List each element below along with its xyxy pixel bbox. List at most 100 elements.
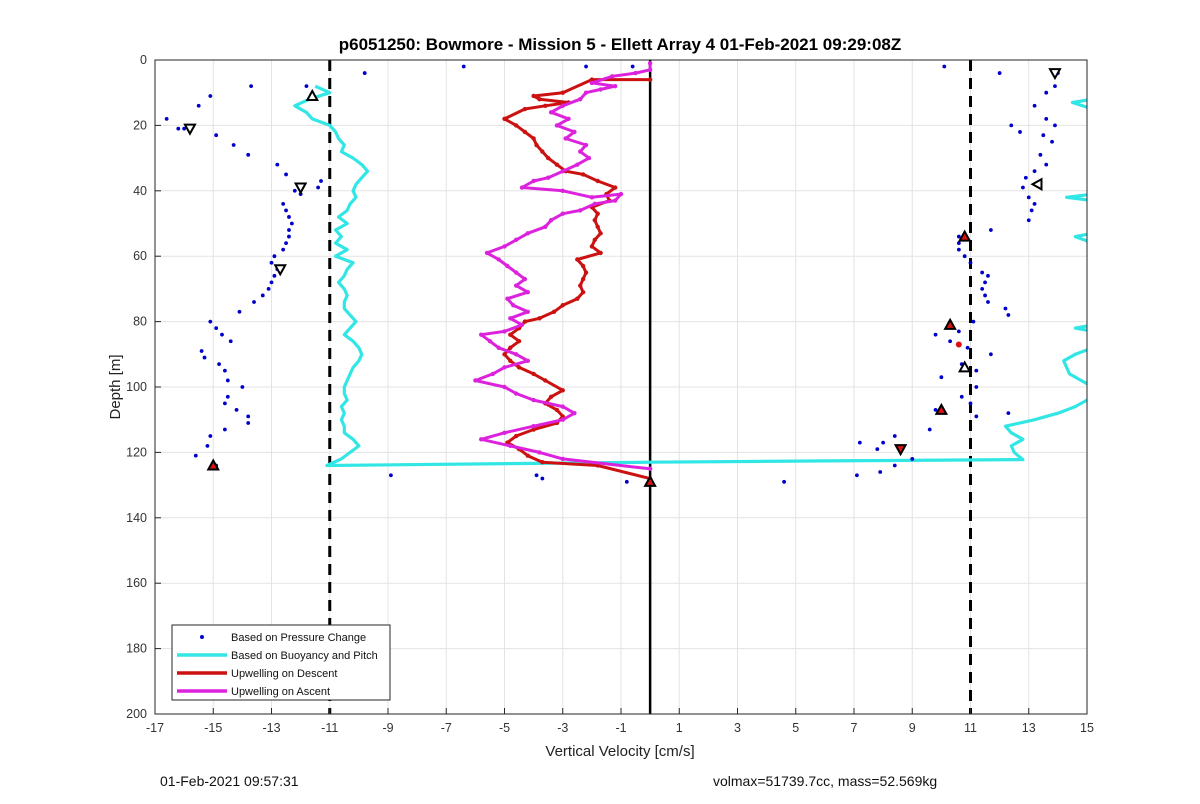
ascent-point — [589, 195, 595, 200]
descent-point — [534, 142, 539, 148]
pressure-change-point — [182, 126, 187, 131]
pressure-change-point — [284, 172, 288, 177]
ascent-point — [575, 162, 580, 167]
pressure-change-point — [986, 273, 990, 278]
pressure-change-point — [881, 440, 886, 445]
pressure-change-point — [461, 64, 466, 69]
pressure-change-point — [630, 64, 635, 69]
pressure-change-point — [971, 319, 976, 324]
pressure-change-point — [1021, 185, 1025, 190]
pressure-change-point — [892, 434, 897, 438]
pressure-change-point — [284, 241, 288, 246]
pressure-change-point — [965, 345, 970, 350]
pressure-change-point — [956, 247, 961, 252]
pressure-change-point — [855, 473, 859, 478]
ascent-point — [554, 123, 560, 128]
y-tick-label: 80 — [133, 315, 147, 329]
pressure-change-point — [362, 71, 367, 75]
descent-point — [545, 155, 551, 161]
pressure-change-point — [927, 427, 932, 432]
series-layer — [164, 61, 1087, 484]
ascent-point — [545, 175, 551, 180]
ascent-point — [647, 466, 653, 471]
pressure-change-point — [1023, 175, 1028, 180]
pressure-change-point — [974, 385, 979, 389]
legend-label: Upwelling on Descent — [231, 668, 337, 680]
pressure-change-point — [214, 133, 219, 138]
descent-point — [548, 394, 554, 400]
pressure-change-point — [205, 443, 210, 448]
x-tick-label: -3 — [557, 721, 568, 735]
red-down-triangle-marker — [893, 444, 908, 457]
up-triangle-marker — [957, 360, 972, 373]
ascent-point — [519, 185, 525, 190]
ascent-point — [618, 191, 624, 197]
descent-point — [522, 106, 528, 112]
ascent-point — [592, 201, 597, 207]
pressure-change-point — [1018, 130, 1022, 134]
buoyancy-pitch-line — [1064, 193, 1087, 202]
ascent-point — [490, 371, 496, 377]
descent-point — [537, 316, 542, 321]
pressure-change-point — [782, 479, 786, 484]
red-up-triangle-marker — [643, 474, 657, 487]
ascent-point — [502, 365, 507, 370]
pressure-change-point — [980, 287, 985, 291]
legend-box — [171, 624, 391, 701]
pressure-change-point — [287, 215, 291, 219]
ascent-point — [502, 430, 507, 435]
pressure-change-point — [962, 254, 967, 259]
descent-point — [580, 289, 586, 295]
pressure-change-point — [225, 394, 230, 399]
pressure-change-point — [1044, 90, 1049, 95]
pressure-change-point — [287, 228, 291, 232]
y-tick-label: 20 — [133, 118, 147, 132]
descent-point — [516, 339, 522, 344]
footer-volmax-mass: volmax=51739.7cc, mass=52.569kg — [713, 773, 938, 789]
descent-point — [543, 378, 548, 383]
pressure-change-point — [933, 407, 938, 412]
pressure-change-point — [269, 260, 274, 265]
legend: Based on Pressure Change Based on Buoyanc… — [171, 624, 391, 701]
pressure-change-point — [281, 247, 286, 252]
ascent-point — [496, 345, 501, 350]
ascent-point — [519, 322, 525, 328]
pressure-change-point — [624, 479, 629, 484]
descent-point — [589, 77, 595, 82]
x-tick-label: 1 — [676, 721, 683, 735]
x-tick-label: -15 — [204, 721, 222, 735]
descent-point — [612, 185, 618, 190]
ascent-point — [511, 303, 516, 308]
pressure-change-point — [1029, 208, 1034, 213]
ascent-point — [513, 270, 519, 275]
pressure-change-point — [289, 221, 294, 226]
series-clip-group — [164, 61, 1087, 484]
ascent-point — [560, 168, 565, 174]
up-triangle-marker — [305, 88, 319, 101]
pressure-change-point — [1050, 139, 1054, 144]
descent-point — [516, 365, 522, 370]
buoyancy-pitch-line — [1070, 98, 1087, 109]
tick-labels: -17 -15 -13 -11 -9 -7 -5 -3 -1 1 3 5 7 9 11 13 150204060… — [126, 53, 1094, 735]
pressure-change-point — [1032, 201, 1037, 206]
descent-point — [560, 303, 565, 308]
y-tick-label: 120 — [126, 445, 147, 459]
ascent-point — [610, 74, 615, 79]
pressure-change-point — [272, 273, 277, 278]
ascent-point — [508, 443, 513, 449]
y-axis-label: Depth [m] — [107, 354, 124, 419]
pressure-change-point — [956, 234, 961, 239]
footer-timestamp: 01-Feb-2021 09:57:31 — [160, 773, 299, 789]
ascent-point — [578, 97, 583, 102]
ascent-point — [566, 116, 571, 122]
x-tick-label: -13 — [262, 721, 280, 735]
x-tick-label: -1 — [615, 721, 626, 735]
pressure-change-point — [1006, 411, 1011, 416]
pressure-change-point — [983, 293, 987, 298]
descent-point — [540, 149, 545, 154]
pressure-change-point — [281, 201, 286, 206]
pressure-change-point — [199, 349, 204, 353]
legend-label: Based on Pressure Change — [231, 632, 366, 644]
ascent-point — [479, 332, 484, 337]
pressure-change-point — [959, 394, 964, 399]
